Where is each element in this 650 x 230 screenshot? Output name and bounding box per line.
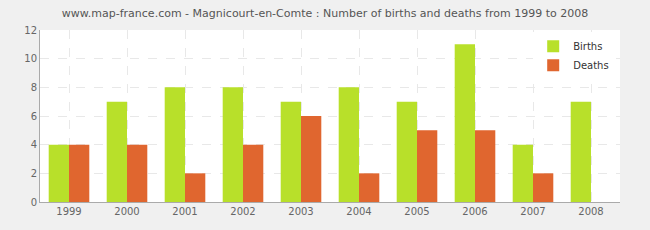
svg-text:4: 4 [31, 139, 37, 150]
svg-text:10: 10 [24, 53, 37, 64]
svg-text:Deaths: Deaths [573, 60, 608, 71]
svg-text:1999: 1999 [56, 206, 81, 217]
svg-text:2007: 2007 [520, 206, 545, 217]
svg-text:2: 2 [31, 168, 37, 179]
svg-text:2004: 2004 [346, 206, 371, 217]
svg-text:2002: 2002 [230, 206, 255, 217]
svg-text:6: 6 [31, 111, 37, 122]
svg-text:Births: Births [573, 41, 602, 52]
svg-text:www.map-france.com - Magnicour: www.map-france.com - Magnicourt-en-Comte… [62, 7, 588, 20]
svg-text:2008: 2008 [578, 206, 603, 217]
svg-text:12: 12 [24, 25, 37, 36]
svg-text:2006: 2006 [462, 206, 487, 217]
svg-text:0: 0 [31, 197, 37, 208]
svg-text:2005: 2005 [404, 206, 429, 217]
svg-text:2001: 2001 [172, 206, 197, 217]
svg-text:8: 8 [31, 82, 37, 93]
svg-text:2000: 2000 [114, 206, 139, 217]
svg-text:2003: 2003 [288, 206, 313, 217]
